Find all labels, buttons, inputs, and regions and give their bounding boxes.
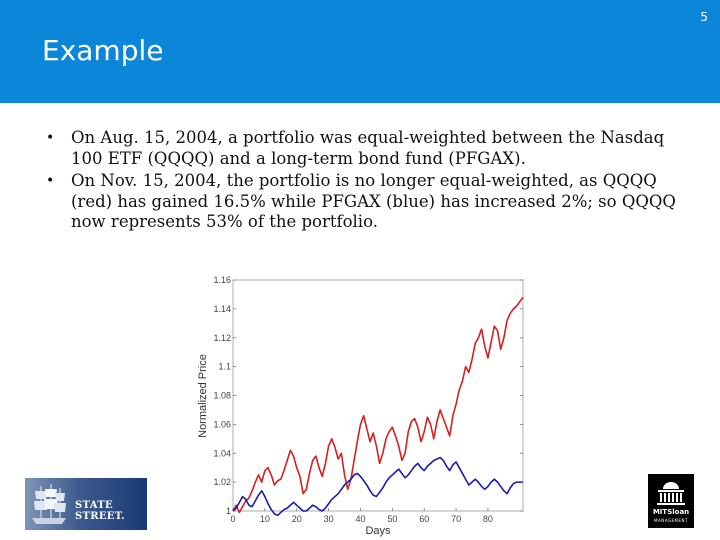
y-tick-label: 1.14 bbox=[213, 304, 231, 314]
slide-header: 5 Example bbox=[0, 0, 720, 103]
plot-frame bbox=[232, 279, 524, 512]
y-axis-label: Normalized Price bbox=[197, 354, 209, 438]
y-tick-label: 1.08 bbox=[213, 391, 231, 401]
x-axis-label: Days bbox=[365, 525, 391, 537]
state-street-text: STATE STREET. bbox=[75, 500, 125, 522]
y-tick-label: 1 bbox=[226, 506, 231, 516]
bullet-text: On Nov. 15, 2004, the portfolio is no lo… bbox=[71, 171, 676, 231]
bullet-list: • On Aug. 15, 2004, a portfolio was equal… bbox=[44, 128, 684, 235]
y-tick-label: 1.02 bbox=[213, 477, 231, 487]
bullet-icon: • bbox=[46, 173, 55, 189]
bullet-text: On Aug. 15, 2004, a portfolio was equal-… bbox=[71, 128, 665, 168]
series-line-pfgax bbox=[232, 456, 523, 517]
y-axis-ticks: 1 1.02 1.04 1.06 1.08 1.1 1.12 1.14 1.16 bbox=[213, 275, 523, 516]
state-street-logo: STATE STREET. bbox=[25, 478, 147, 530]
bullet-item: • On Nov. 15, 2004, the portfolio is no l… bbox=[44, 171, 684, 233]
bullet-item: • On Aug. 15, 2004, a portfolio was equal… bbox=[44, 128, 684, 169]
mit-sloan-logo: MITSloan MANAGEMENT bbox=[648, 474, 694, 528]
mit-sloan-text: MITSloan bbox=[652, 508, 690, 516]
x-axis-ticks: 0 10 20 30 40 50 60 70 80 bbox=[230, 508, 493, 524]
x-tick-label: 0 bbox=[230, 514, 235, 524]
y-tick-label: 1.04 bbox=[213, 448, 231, 458]
bullet-icon: • bbox=[46, 130, 55, 146]
mit-sloan-subtext: MANAGEMENT bbox=[654, 518, 688, 523]
x-tick-label: 80 bbox=[483, 514, 493, 524]
x-tick-label: 10 bbox=[260, 514, 270, 524]
series-lines bbox=[232, 296, 524, 517]
dome-icon bbox=[657, 482, 685, 505]
x-tick-label: 40 bbox=[355, 514, 365, 524]
slide-title: Example bbox=[42, 34, 164, 67]
y-tick-label: 1.12 bbox=[213, 333, 231, 343]
y-tick-label: 1.1 bbox=[218, 362, 231, 372]
x-tick-label: 60 bbox=[419, 514, 429, 524]
x-tick-label: 20 bbox=[292, 514, 302, 524]
y-tick-label: 1.16 bbox=[213, 275, 231, 285]
slide-number: 5 bbox=[700, 10, 708, 24]
ship-icon bbox=[32, 484, 66, 524]
x-tick-label: 30 bbox=[324, 514, 334, 524]
series-line-qqqq bbox=[232, 296, 524, 514]
price-chart: 1 1.02 1.04 1.06 1.08 1.1 1.12 1.14 1.16 0 10 20 30… bbox=[197, 275, 524, 537]
x-tick-label: 70 bbox=[451, 514, 461, 524]
x-tick-label: 50 bbox=[387, 514, 397, 524]
y-tick-label: 1.06 bbox=[213, 419, 231, 429]
